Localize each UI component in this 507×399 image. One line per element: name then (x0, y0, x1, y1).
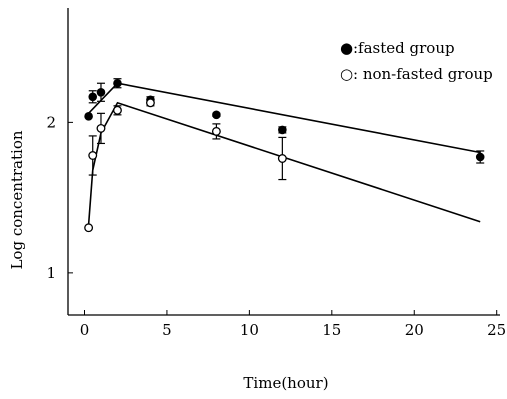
fit-line-fasted (88, 82, 481, 154)
data-point-fasted (475, 152, 485, 162)
data-point-non-fasted (84, 223, 94, 233)
x-tick-label: 25 (487, 321, 506, 339)
data-point-non-fasted (96, 123, 106, 133)
x-tick-label: 20 (405, 321, 424, 339)
x-tick-label: 5 (162, 321, 172, 339)
data-point-non-fasted (145, 98, 155, 108)
legend-symbol-non-fasted: ○ (340, 65, 353, 83)
data-point-fasted (96, 87, 106, 97)
legend-label-non-fasted: : non-fasted group (353, 65, 493, 83)
data-point-fasted (84, 112, 93, 121)
ticks: 0 5 10 15 20 25 1 2 (46, 113, 506, 339)
y-tick-label: 2 (46, 113, 56, 131)
data-point-fasted (278, 125, 287, 135)
data-point-fasted (212, 110, 221, 120)
data-point-non-fasted (113, 105, 122, 115)
x-tick-label: 15 (322, 321, 341, 339)
data-point-fasted (88, 92, 98, 102)
data-point-non-fasted (277, 154, 287, 163)
x-axis-title: Time(hour) (243, 374, 328, 392)
y-tick-label: 1 (46, 264, 56, 282)
y-axis-title: Log concentration (8, 130, 26, 269)
data-point-fasted (113, 78, 122, 88)
axes (67, 8, 500, 316)
legend-label-fasted: :fasted group (353, 39, 455, 57)
legend: ● :fasted group ○ : non-fasted group (340, 39, 493, 83)
x-tick-label: 10 (240, 321, 259, 339)
fit-line-non-fasted (87, 101, 481, 225)
data-point-non-fasted (88, 151, 98, 160)
x-tick-label: 0 (80, 321, 90, 339)
legend-symbol-fasted: ● (340, 39, 353, 57)
markers (84, 78, 485, 233)
data-point-non-fasted (211, 126, 221, 136)
